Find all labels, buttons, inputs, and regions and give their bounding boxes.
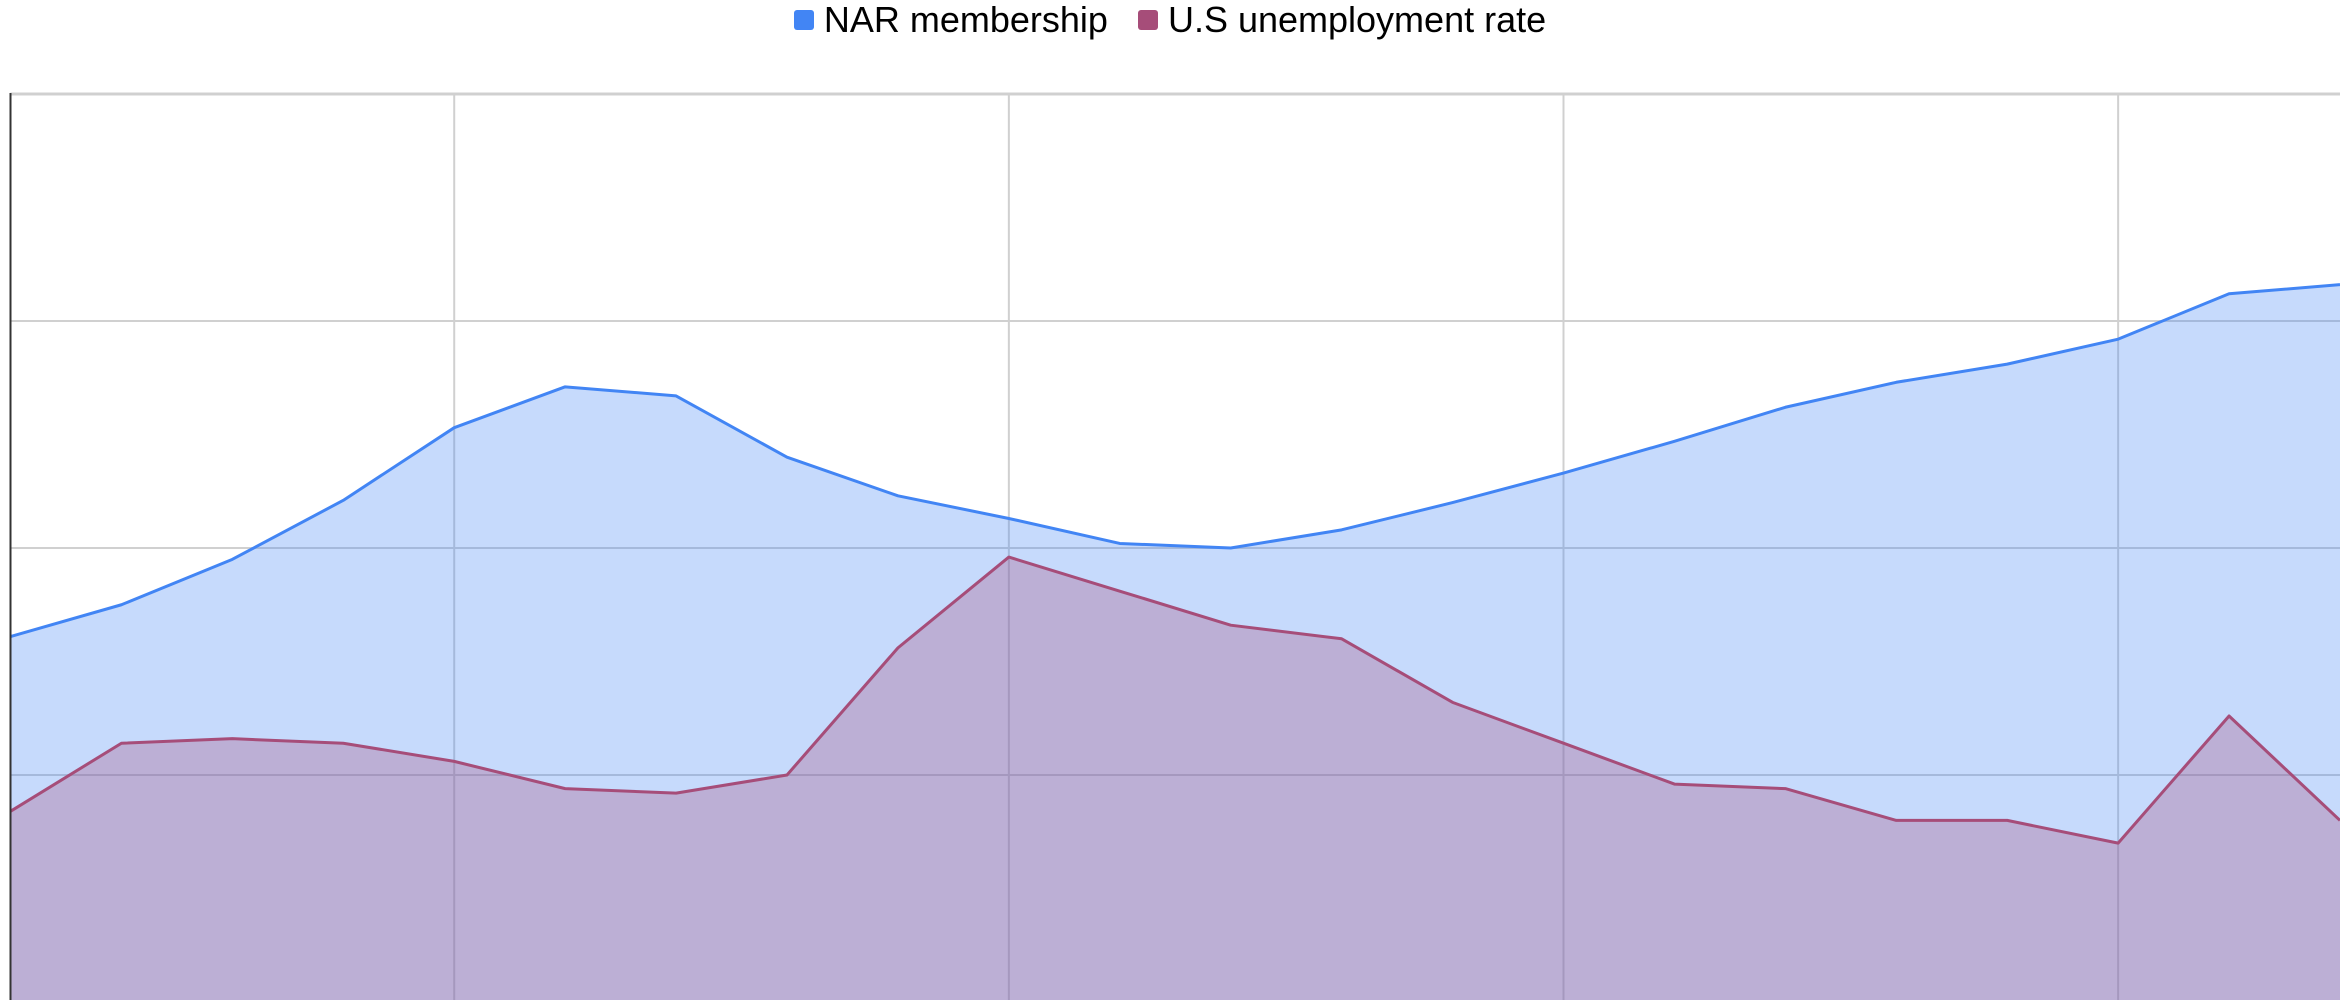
legend-swatch-unemployment	[1137, 10, 1158, 30]
legend-item-unemployment[interactable]: U.S unemployment rate	[1137, 0, 1547, 41]
series-area-1	[10, 557, 2340, 1000]
series-line-0	[10, 283, 2340, 638]
gridlines	[10, 92, 2340, 1000]
legend-swatch-nar	[793, 10, 814, 30]
series-line-1	[9, 555, 2340, 845]
series-areas	[9, 283, 2340, 1000]
series-area-0	[10, 284, 2340, 1000]
legend: NAR membership U.S unemployment rate	[0, 0, 2340, 40]
legend-label-nar: NAR membership	[823, 0, 1108, 40]
legend-item-nar-membership[interactable]: NAR membership	[793, 0, 1108, 41]
legend-label-unemployment: U.S unemployment rate	[1167, 0, 1547, 40]
